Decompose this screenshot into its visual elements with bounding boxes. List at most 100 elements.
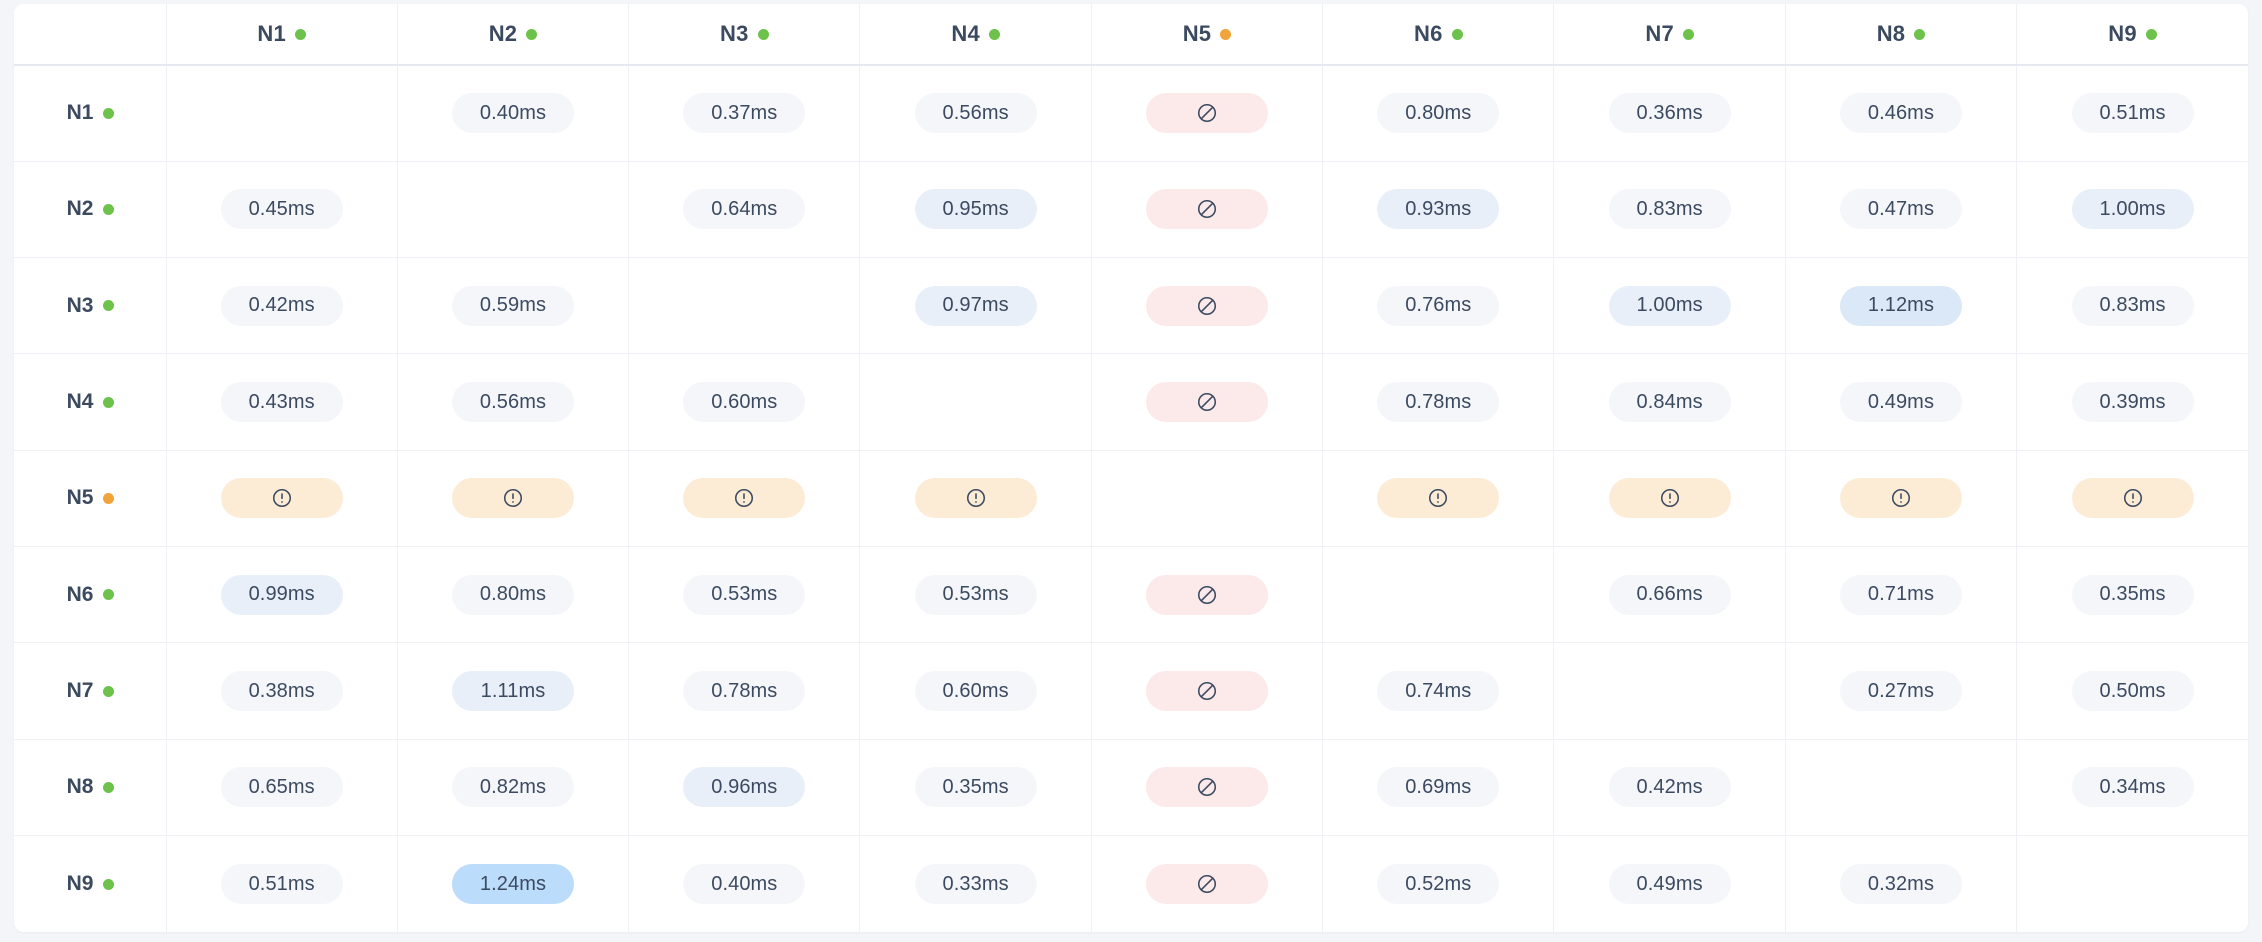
matrix-cell-n4-n1[interactable]: 0.43ms — [166, 353, 398, 451]
matrix-column-header-n1[interactable]: N1 — [166, 4, 398, 66]
matrix-cell-n8-n7[interactable]: 0.42ms — [1553, 739, 1786, 837]
matrix-cell-n8-n2[interactable]: 0.82ms — [397, 739, 630, 837]
matrix-cell-n2-n9[interactable]: 1.00ms — [2016, 161, 2248, 259]
matrix-cell-n3-n8[interactable]: 1.12ms — [1785, 257, 2018, 355]
matrix-cell-n5-n6[interactable] — [1322, 450, 1555, 548]
matrix-cell-n3-n4[interactable]: 0.97ms — [859, 257, 1092, 355]
matrix-cell-n3-n2[interactable]: 0.59ms — [397, 257, 630, 355]
matrix-cell-n1-n8[interactable]: 0.46ms — [1785, 65, 2018, 162]
latency-value-text: 0.49ms — [1636, 872, 1703, 895]
matrix-cell-n3-n9[interactable]: 0.83ms — [2016, 257, 2248, 355]
matrix-cell-n7-n3[interactable]: 0.78ms — [628, 642, 861, 740]
latency-pill-value: 0.49ms — [1839, 382, 1962, 423]
matrix-row-header-n2[interactable]: N2 — [14, 161, 167, 259]
matrix-column-header-n2[interactable]: N2 — [397, 4, 630, 66]
matrix-cell-n1-n4[interactable]: 0.56ms — [859, 65, 1092, 162]
matrix-column-header-n5[interactable]: N5 — [1091, 4, 1324, 66]
matrix-row-header-n9[interactable]: N9 — [14, 835, 167, 932]
matrix-cell-n5-n7[interactable] — [1553, 450, 1786, 548]
matrix-cell-n9-n7[interactable]: 0.49ms — [1553, 835, 1786, 932]
latency-pill-value: 0.69ms — [1377, 767, 1500, 808]
matrix-cell-n4-n5[interactable] — [1091, 353, 1324, 451]
matrix-cell-n3-n6[interactable]: 0.76ms — [1322, 257, 1555, 355]
matrix-cell-n1-n3[interactable]: 0.37ms — [628, 65, 861, 162]
matrix-cell-n4-n8[interactable]: 0.49ms — [1785, 353, 2018, 451]
matrix-cell-n8-n6[interactable]: 0.69ms — [1322, 739, 1555, 837]
matrix-cell-n6-n4[interactable]: 0.53ms — [859, 546, 1092, 644]
matrix-cell-n6-n9[interactable]: 0.35ms — [2016, 546, 2248, 644]
matrix-cell-n2-n7[interactable]: 0.83ms — [1553, 161, 1786, 259]
matrix-column-header-n7[interactable]: N7 — [1553, 4, 1786, 66]
matrix-cell-n7-n9[interactable]: 0.50ms — [2016, 642, 2248, 740]
matrix-cell-n6-n2[interactable]: 0.80ms — [397, 546, 630, 644]
latency-pill-value: 0.51ms — [2071, 93, 2194, 134]
matrix-cell-n4-n2[interactable]: 0.56ms — [397, 353, 630, 451]
matrix-cell-n1-n6[interactable]: 0.80ms — [1322, 65, 1555, 162]
matrix-cell-n9-n1[interactable]: 0.51ms — [166, 835, 398, 932]
matrix-column-header-n3[interactable]: N3 — [628, 4, 861, 66]
matrix-cell-n3-n1[interactable]: 0.42ms — [166, 257, 398, 355]
matrix-column-header-n6[interactable]: N6 — [1322, 4, 1555, 66]
matrix-cell-n4-n7[interactable]: 0.84ms — [1553, 353, 1786, 451]
matrix-cell-n6-n8[interactable]: 0.71ms — [1785, 546, 2018, 644]
matrix-cell-n7-n5[interactable] — [1091, 642, 1324, 740]
matrix-cell-n9-n5[interactable] — [1091, 835, 1324, 932]
matrix-row-header-n3[interactable]: N3 — [14, 257, 167, 355]
latency-value-text: 0.60ms — [711, 390, 778, 413]
matrix-cell-n1-n7[interactable]: 0.36ms — [1553, 65, 1786, 162]
matrix-cell-n2-n1[interactable]: 0.45ms — [166, 161, 398, 259]
matrix-cell-n6-n3[interactable]: 0.53ms — [628, 546, 861, 644]
matrix-cell-n9-n2[interactable]: 1.24ms — [397, 835, 630, 932]
matrix-cell-n6-n1[interactable]: 0.99ms — [166, 546, 398, 644]
matrix-cell-n6-n7[interactable]: 0.66ms — [1553, 546, 1786, 644]
matrix-row-header-n8[interactable]: N8 — [14, 739, 167, 837]
latency-pill-blocked — [1145, 671, 1268, 712]
matrix-cell-n9-n3[interactable]: 0.40ms — [628, 835, 861, 932]
matrix-cell-n3-n7[interactable]: 1.00ms — [1553, 257, 1786, 355]
matrix-row-header-n6[interactable]: N6 — [14, 546, 167, 644]
matrix-cell-n7-n4[interactable]: 0.60ms — [859, 642, 1092, 740]
matrix-row-header-n7[interactable]: N7 — [14, 642, 167, 740]
matrix-cell-n9-n8[interactable]: 0.32ms — [1785, 835, 2018, 932]
matrix-cell-n2-n8[interactable]: 0.47ms — [1785, 161, 2018, 259]
matrix-cell-n7-n6[interactable]: 0.74ms — [1322, 642, 1555, 740]
matrix-column-header-n8[interactable]: N8 — [1785, 4, 2018, 66]
matrix-cell-n6-n5[interactable] — [1091, 546, 1324, 644]
matrix-cell-n5-n3[interactable] — [628, 450, 861, 548]
matrix-cell-n5-n8[interactable] — [1785, 450, 2018, 548]
matrix-cell-n7-n2[interactable]: 1.11ms — [397, 642, 630, 740]
matrix-cell-n5-n9[interactable] — [2016, 450, 2248, 548]
matrix-cell-n1-n2[interactable]: 0.40ms — [397, 65, 630, 162]
matrix-cell-n5-n4[interactable] — [859, 450, 1092, 548]
matrix-cell-n1-n5[interactable] — [1091, 65, 1324, 162]
matrix-row-header-n1[interactable]: N1 — [14, 65, 167, 162]
latency-value-text: 0.43ms — [248, 390, 315, 413]
matrix-cell-n4-n9[interactable]: 0.39ms — [2016, 353, 2248, 451]
matrix-cell-n8-n9[interactable]: 0.34ms — [2016, 739, 2248, 837]
matrix-cell-n8-n1[interactable]: 0.65ms — [166, 739, 398, 837]
matrix-cell-n8-n5[interactable] — [1091, 739, 1324, 837]
matrix-cell-n8-n3[interactable]: 0.96ms — [628, 739, 861, 837]
matrix-cell-n7-n8[interactable]: 0.27ms — [1785, 642, 2018, 740]
matrix-cell-n2-n3[interactable]: 0.64ms — [628, 161, 861, 259]
matrix-cell-n5-n1[interactable] — [166, 450, 398, 548]
matrix-cell-n2-n6[interactable]: 0.93ms — [1322, 161, 1555, 259]
matrix-column-header-n9[interactable]: N9 — [2016, 4, 2248, 66]
latency-value-text: 0.83ms — [1636, 197, 1703, 220]
matrix-row-header-n4[interactable]: N4 — [14, 353, 167, 451]
matrix-cell-n5-n2[interactable] — [397, 450, 630, 548]
matrix-cell-n9-n6[interactable]: 0.52ms — [1322, 835, 1555, 932]
matrix-cell-n2-n4[interactable]: 0.95ms — [859, 161, 1092, 259]
matrix-cell-n8-n4[interactable]: 0.35ms — [859, 739, 1092, 837]
matrix-cell-n4-n6[interactable]: 0.78ms — [1322, 353, 1555, 451]
matrix-cell-n9-n4[interactable]: 0.33ms — [859, 835, 1092, 932]
matrix-cell-n4-n3[interactable]: 0.60ms — [628, 353, 861, 451]
matrix-cell-self-n5 — [1091, 450, 1324, 548]
matrix-column-header-n4[interactable]: N4 — [859, 4, 1092, 66]
matrix-row-header-n5[interactable]: N5 — [14, 450, 167, 548]
table-row: N8 0.65ms 0.82ms 0.96ms 0.35ms 0.69ms 0.42ms 0.… — [14, 739, 2248, 837]
matrix-cell-n1-n9[interactable]: 0.51ms — [2016, 65, 2248, 162]
matrix-cell-n2-n5[interactable] — [1091, 161, 1324, 259]
matrix-cell-n7-n1[interactable]: 0.38ms — [166, 642, 398, 740]
matrix-cell-n3-n5[interactable] — [1091, 257, 1324, 355]
